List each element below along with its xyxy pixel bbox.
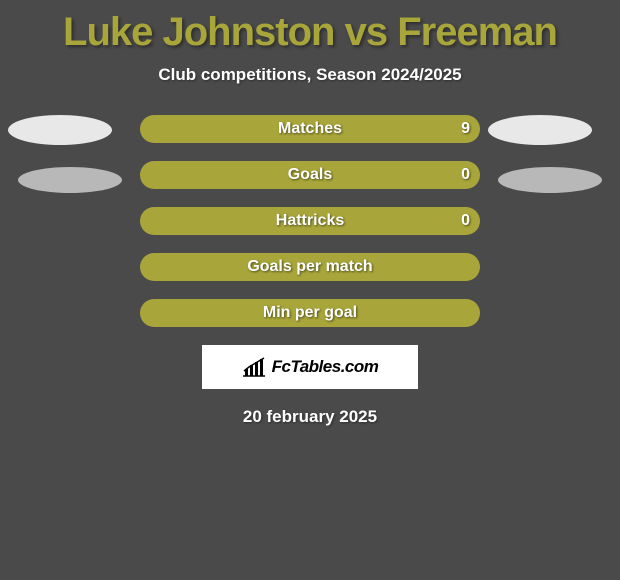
stat-label: Goals per match bbox=[247, 258, 372, 276]
page-title: Luke Johnston vs Freeman bbox=[0, 0, 620, 55]
stat-bars: Matches 9 Goals 0 Hattricks 0 Goals per match M… bbox=[140, 115, 480, 327]
stat-row: Goals per match bbox=[140, 253, 480, 281]
subtitle: Club competitions, Season 2024/2025 bbox=[0, 65, 620, 85]
player-right-ellipse-2 bbox=[498, 167, 602, 193]
player-left-ellipse-2 bbox=[18, 167, 122, 193]
stat-value-right: 0 bbox=[461, 212, 470, 230]
stat-label: Goals bbox=[288, 166, 332, 184]
stat-row: Matches 9 bbox=[140, 115, 480, 143]
chart-area: Matches 9 Goals 0 Hattricks 0 Goals per match M… bbox=[0, 115, 620, 427]
player-left-ellipse-1 bbox=[8, 115, 112, 145]
chart-icon bbox=[242, 357, 266, 377]
stat-row: Min per goal bbox=[140, 299, 480, 327]
stat-label: Min per goal bbox=[263, 304, 357, 322]
stat-value-right: 0 bbox=[461, 166, 470, 184]
stat-value-right: 9 bbox=[461, 120, 470, 138]
stat-label: Matches bbox=[278, 120, 342, 138]
brand-logo-text: FcTables.com bbox=[272, 357, 379, 377]
brand-logo-box: FcTables.com bbox=[202, 345, 418, 389]
stat-label: Hattricks bbox=[276, 212, 344, 230]
player-right-ellipse-1 bbox=[488, 115, 592, 145]
date-label: 20 february 2025 bbox=[0, 407, 620, 427]
stat-row: Goals 0 bbox=[140, 161, 480, 189]
stat-row: Hattricks 0 bbox=[140, 207, 480, 235]
